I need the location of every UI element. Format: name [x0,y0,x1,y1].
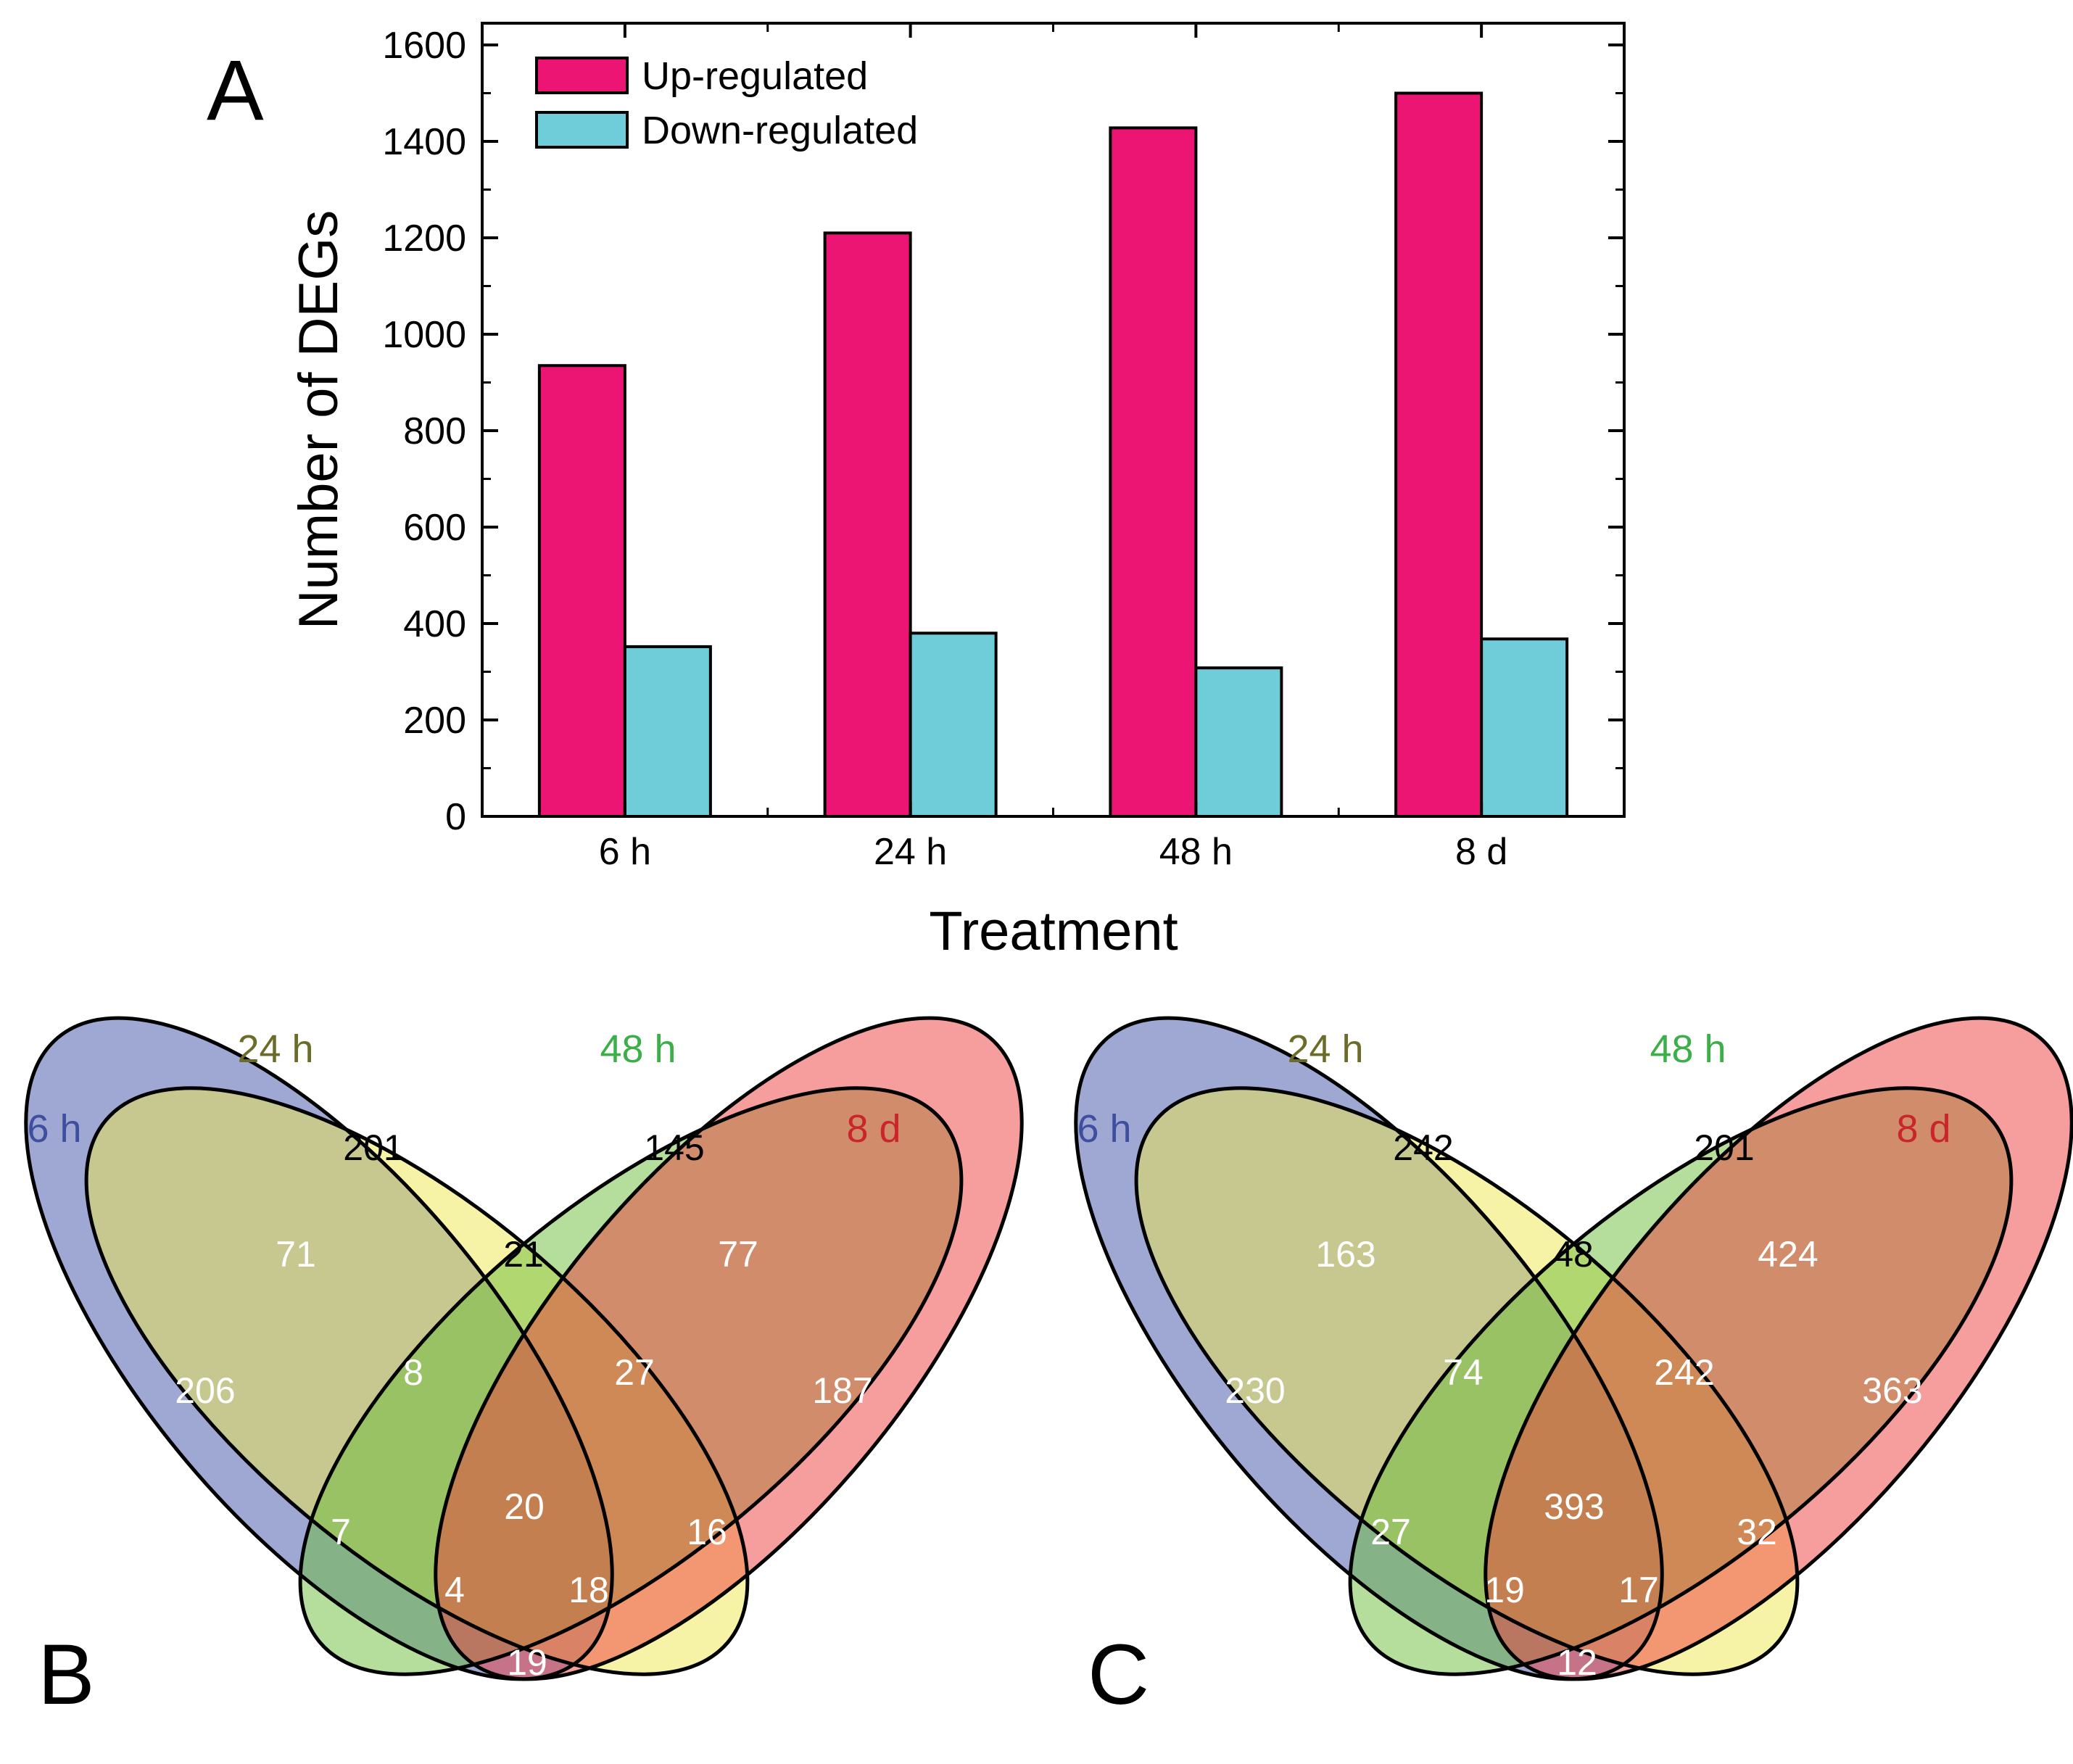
venn-region-count-24h_48h_8d: 242 [1654,1352,1714,1393]
venn-region-count-24h: 201 [343,1127,403,1168]
venn-region-count-all: 393 [1544,1486,1604,1527]
bar-down-6h [623,645,712,818]
bar-down-24h [909,632,998,818]
x-tick-label: 6 h [599,831,651,873]
legend-label-down: Down-regulated [642,109,918,152]
panel-b-venn: 6 h 24 h 48 h 8 d 206 201 145 187 71 21 77 8 27 7 20 16… [24,1016,1024,1723]
venn-set-outline-24h [84,1086,750,1676]
y-tick-label: 600 [403,507,466,549]
venn-region-count-6h_48h: 27 [1370,1512,1411,1552]
venn-region-count-6h: 230 [1225,1370,1285,1411]
venn-region-count-24h_8d: 32 [1737,1512,1777,1552]
venn-region-count-6h_24h_8d: 18 [568,1570,609,1610]
venn-set-label-24h: 24 h [1287,1027,1363,1071]
venn-body: 6 h 24 h 48 h 8 d 206 201 145 187 71 21 77 8 27 7 20 16… [24,1016,1024,1723]
venn-set-outline-24h [1134,1086,1800,1676]
venn-region-count-all: 20 [504,1486,545,1527]
bar-up-24h [823,231,912,819]
x-tick-label: 8 d [1455,831,1507,873]
venn-region-count-6h_48h: 7 [331,1512,351,1552]
panel-a-label: A [207,43,264,138]
venn-region-count-48h_8d: 77 [718,1234,758,1275]
y-tick-label: 0 [445,796,466,838]
venn-region-count-48h_8d: 424 [1758,1234,1818,1275]
y-tick-label: 1600 [382,25,466,67]
y-tick-label: 400 [403,603,466,645]
x-tick-labels: 6 h 24 h 48 h 8 d [599,23,1507,873]
legend-swatch-up [535,57,629,94]
bar-series [537,91,1569,819]
legend: Up-regulated Down-regulated [535,54,918,152]
venn-set-label-8d: 8 d [846,1107,901,1151]
venn-region-count-6h_24h: 163 [1315,1234,1375,1275]
venn-region-count-6h_24h: 71 [276,1234,316,1275]
venn-region-count-24h_48h: 48 [1553,1234,1594,1275]
venn-region-count-6h_48h_8d: 19 [1484,1570,1525,1610]
venn-set-outline-48h [1348,1086,2014,1676]
y-axis-title: Number of DEGs [288,210,349,630]
bar-up-48h [1109,126,1198,818]
y-tick-label: 1200 [382,218,466,260]
legend-swatch-down [535,111,629,149]
x-axis-title: Treatment [929,900,1178,962]
y-tick-label: 800 [403,410,466,452]
legend-label-up: Up-regulated [642,54,868,98]
venn-set-outline-6h [1074,1016,1664,1681]
venn-region-count-24h: 242 [1393,1127,1453,1168]
panel-a-bar-chart: A 0 200 400 600 800 1000 1200 1400 1600 6 h 24 h 4… [207,22,1626,962]
bar-up-8d [1394,91,1484,818]
venn-region-count-6h_8d: 12 [1557,1642,1597,1683]
y-tick-label: 200 [403,700,466,742]
venn-set-outline-48h [298,1086,964,1676]
panel-label: B [38,1627,95,1723]
venn-region-count-8d: 187 [812,1370,872,1411]
venn-region-count-6h_8d: 19 [507,1642,547,1683]
venn-region-count-6h: 206 [175,1370,235,1411]
y-axis-ticks: 0 200 400 600 800 1000 1200 1400 1600 [382,25,1624,838]
bar-down-8d [1480,637,1569,819]
venn-region-count-8d: 363 [1862,1370,1922,1411]
bar-down-48h [1194,666,1283,818]
y-tick-label: 1000 [382,314,466,356]
venn-region-count-48h: 201 [1694,1127,1754,1168]
panel-c-venn: 6 h 24 h 48 h 8 d 230 242 201 363 163 48 424 74 242 2… [1074,1016,2073,1723]
venn-region-count-48h: 145 [644,1127,704,1168]
venn-region-count-6h_48h_8d: 4 [444,1570,465,1610]
venn-region-count-24h_8d: 16 [687,1512,727,1552]
venn-set-label-6h: 6 h [27,1107,81,1151]
venn-set-outline-6h [24,1016,614,1681]
venn-region-count-24h_48h: 21 [503,1234,544,1275]
venn-set-outline-8d [434,1016,1024,1681]
venn-set-label-48h: 48 h [1650,1027,1726,1071]
venn-region-count-24h_48h_8d: 27 [614,1352,655,1393]
venn-set-label-24h: 24 h [237,1027,313,1071]
venn-set-outline-8d [1484,1016,2073,1681]
panel-label: C [1088,1627,1149,1723]
venn-region-count-6h_24h_48h: 8 [403,1352,423,1393]
venn-set-label-48h: 48 h [600,1027,676,1071]
venn-set-label-6h: 6 h [1077,1107,1131,1151]
venn-region-count-6h_24h_48h: 74 [1443,1352,1484,1393]
venn-region-count-6h_24h_8d: 17 [1618,1570,1659,1610]
venn-set-label-8d: 8 d [1896,1107,1950,1151]
y-tick-label: 1400 [382,121,466,163]
venn-set-fill-8d [435,1018,1022,1679]
venn-set-fill-8d [1485,1018,2072,1679]
bar-up-6h [537,364,626,819]
x-tick-label: 24 h [874,831,947,873]
x-tick-label: 48 h [1159,831,1233,873]
venn-body: 6 h 24 h 48 h 8 d 230 242 201 363 163 48 424 74 242 2… [1074,1016,2073,1723]
